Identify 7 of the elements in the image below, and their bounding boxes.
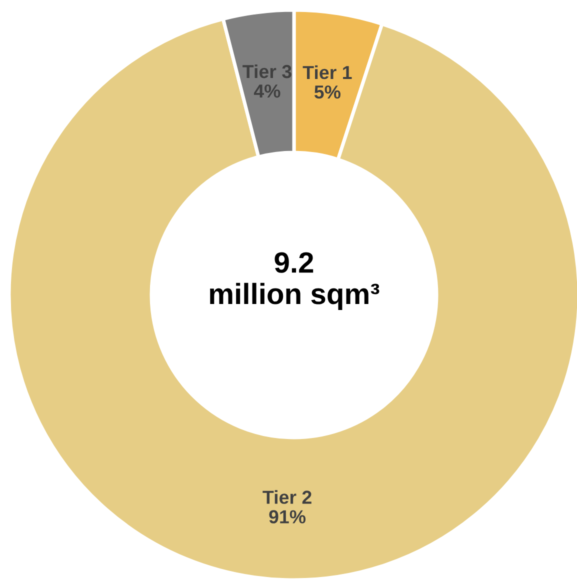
slice-label: Tier 2 bbox=[262, 490, 312, 504]
data-label: 5% bbox=[314, 85, 340, 99]
data-label: 91% bbox=[269, 510, 306, 524]
slice-label: Tier 3 bbox=[242, 64, 292, 78]
text: 9.2 million sqm³ bbox=[210, 252, 380, 310]
slice-label: Tier 1 bbox=[302, 65, 352, 80]
data-label: 4% bbox=[254, 84, 280, 98]
